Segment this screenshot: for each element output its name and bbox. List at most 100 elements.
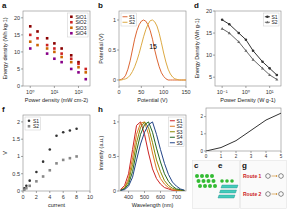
data-point — [28, 179, 31, 182]
series-line — [222, 20, 277, 75]
series-line — [121, 122, 185, 190]
series-line — [121, 122, 185, 190]
y-tick — [21, 191, 23, 192]
hexagon — [266, 192, 270, 197]
data-point — [60, 47, 63, 50]
sphere — [195, 174, 199, 178]
y-tick-label: 0.5 — [108, 153, 116, 159]
series-line — [206, 113, 281, 151]
data-point — [29, 47, 32, 50]
y-tick-label: 20 — [206, 8, 212, 14]
data-point — [275, 78, 278, 81]
data-point — [49, 169, 52, 172]
data-group — [119, 20, 186, 80]
legend-box — [168, 117, 184, 147]
plot-frame — [215, 11, 281, 86]
data-point — [36, 30, 39, 33]
data-point — [46, 47, 49, 50]
legend-swatch — [28, 125, 31, 128]
diagram: gRoute 1Route 2 — [241, 161, 287, 209]
data-point — [60, 61, 63, 64]
data-point — [228, 23, 231, 26]
arrow — [272, 176, 278, 177]
data-point — [23, 188, 25, 191]
x-axis-label: Power Density (W g-1) — [220, 97, 275, 103]
data-group — [29, 25, 87, 80]
legend-swatch — [123, 16, 128, 17]
x-tick-label: 100 — [159, 89, 168, 95]
x-tick-label: 10¹ — [50, 89, 58, 95]
data-point — [53, 51, 56, 54]
legend-label: S5 — [176, 140, 182, 146]
y-tick — [204, 151, 206, 152]
data-point — [55, 162, 58, 165]
y-tick-label: 10 — [14, 49, 20, 55]
panel-title: g — [242, 161, 247, 170]
y-tick — [213, 55, 215, 56]
x-tick-label: 4 — [48, 194, 51, 200]
y-tick — [21, 121, 23, 122]
x-tick-label: 2 — [35, 194, 38, 200]
hexagon — [279, 192, 283, 197]
layer — [221, 185, 238, 188]
legend-swatch — [170, 131, 175, 132]
chart: 05010015000.51Potential (V)Potential (V)… — [98, 1, 191, 103]
figure: 10⁰10¹10²05101520Power density (mW cm-2)… — [0, 0, 287, 209]
x-tick-label: 10² — [75, 89, 83, 95]
data-point — [60, 52, 63, 55]
data-point — [70, 68, 73, 71]
legend-box — [67, 13, 88, 37]
y-tick-label: 0 — [17, 83, 20, 89]
hexagon — [266, 174, 270, 179]
legend-swatch — [170, 142, 175, 143]
panel-title: d — [194, 1, 199, 10]
x-axis-label: current — [48, 202, 66, 208]
data-point — [268, 67, 271, 70]
y-tick-label: 15 — [14, 32, 20, 38]
sphere — [210, 174, 214, 178]
legend: S1S2 — [263, 13, 279, 26]
data-point — [36, 44, 39, 47]
x-tick-label: 50 — [138, 89, 144, 95]
data-point — [237, 40, 240, 43]
x-axis-label: Power density (mW cm-2) — [25, 97, 88, 103]
legend: SiO1SiO2SiO3SiO4 — [67, 13, 88, 37]
sphere — [213, 184, 217, 188]
plot-frame — [119, 115, 186, 191]
y-tick — [204, 133, 206, 134]
data-point — [70, 54, 73, 57]
data-point — [53, 42, 56, 45]
y-tick-label: 0 — [17, 188, 20, 194]
y-tick — [213, 33, 215, 34]
chart: 10⁻¹10⁰10¹5101520Power Density (W g-1)En… — [194, 1, 281, 103]
legend-label: S2 — [271, 19, 277, 25]
panel-title: e — [218, 161, 223, 170]
y-axis-label: Potential (V) — [98, 33, 104, 63]
plot-frame — [23, 115, 90, 191]
y-tick-label: 1.5 — [12, 136, 20, 142]
y-tick-label: 1 — [17, 153, 20, 159]
sphere — [207, 179, 211, 183]
data-point — [77, 63, 80, 66]
data-point — [60, 56, 63, 59]
data-point — [69, 129, 72, 132]
y-tick — [204, 116, 206, 117]
y-tick-label: 2 — [200, 114, 203, 119]
y-tick — [117, 50, 119, 51]
data-point — [42, 175, 45, 178]
data-point — [42, 160, 45, 163]
data-point — [75, 128, 78, 131]
chart: 10⁰10¹10²05101520Power density (mW cm-2)… — [2, 1, 90, 103]
data-point — [268, 73, 271, 76]
y-tick-label: 0 — [113, 188, 116, 194]
y-tick — [21, 156, 23, 157]
x-tick-label: 0 — [21, 194, 24, 200]
x-tick-label: 1 — [220, 154, 223, 159]
x-tick-label: 600 — [156, 194, 165, 200]
x-tick-label: 150 — [181, 89, 190, 95]
legend-swatch — [266, 21, 269, 24]
y-tick — [117, 20, 119, 21]
x-tick-label: 10⁰ — [26, 89, 35, 95]
x-tick-label: 5 — [280, 154, 283, 159]
data-point — [46, 37, 49, 40]
